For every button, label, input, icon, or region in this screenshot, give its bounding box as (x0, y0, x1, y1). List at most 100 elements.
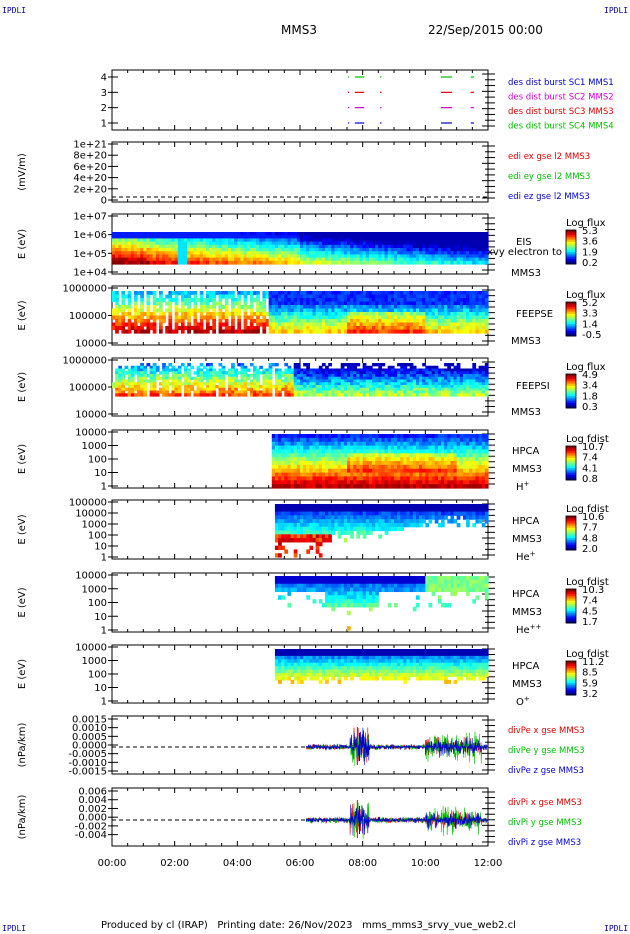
spectrogram-cell (212, 393, 216, 397)
spectrogram-cell (177, 315, 182, 320)
spectrogram-cell (165, 244, 169, 249)
spectrogram-cell (287, 365, 292, 370)
spectrogram-cell (303, 379, 307, 383)
spectrogram-cell (340, 326, 345, 331)
spectrogram-cell (368, 393, 373, 397)
spectrogram-cell (243, 254, 248, 259)
spectrogram-cell (419, 385, 423, 389)
spectrogram-cell (381, 305, 386, 310)
spectrogram-cell (315, 472, 320, 478)
spectrogram-cell (240, 385, 245, 389)
spectrogram-cell (140, 329, 144, 334)
spectrogram-cell (412, 254, 417, 259)
spectrogram-cell (146, 319, 151, 324)
spectrogram-cell (293, 371, 298, 375)
spectrogram-cell (325, 379, 329, 383)
spectrogram-cell (137, 312, 141, 317)
spectrogram-cell (162, 371, 166, 375)
spectrogram-cell (284, 382, 289, 386)
spectrogram-cell (362, 298, 367, 303)
spectrogram-cell (303, 238, 307, 243)
spectrogram-cell (184, 365, 188, 370)
spectrogram-cell (353, 251, 357, 255)
spectrogram-cell (472, 294, 477, 299)
spectrogram-cell (206, 371, 210, 375)
spectrogram-cell (209, 254, 213, 259)
spectrogram-cell (284, 241, 289, 246)
spectrogram-cell (447, 374, 451, 378)
spectrogram-cell (412, 294, 417, 299)
spectrogram-cell (303, 326, 307, 331)
spectrogram-cell (425, 390, 430, 394)
spectrogram-cell (165, 308, 169, 313)
spectrogram-cell (274, 374, 279, 378)
spectrogram-cell (253, 376, 257, 381)
spectrogram-cell (143, 257, 148, 262)
spectrogram-cell (246, 329, 251, 334)
spectrogram-cell (318, 368, 323, 372)
spectrogram-cell (137, 248, 141, 252)
spectrogram-cell (240, 291, 245, 296)
spectrogram-cell (265, 376, 270, 381)
spectrogram-cell (300, 232, 304, 236)
spectrogram-cell (428, 371, 433, 375)
spectrogram-cell (271, 319, 276, 324)
spectrogram-cell (340, 254, 345, 259)
spectrogram-cell (168, 319, 173, 324)
spectrogram-cell (234, 238, 238, 243)
spectrogram-cell (328, 457, 332, 462)
spectrogram-cell (303, 371, 307, 375)
spectrogram-cell (152, 235, 157, 239)
spectrogram-cell (456, 248, 461, 252)
spectrogram-cell (165, 260, 169, 265)
spectrogram-cell (343, 449, 348, 454)
spectrogram-cell (441, 385, 445, 389)
spectrogram-cell (152, 390, 157, 394)
spectrogram-cell (403, 363, 408, 367)
spectrogram-cell (434, 390, 439, 394)
spectrogram-cell (130, 248, 135, 252)
spectrogram-cell (378, 379, 383, 383)
spectrogram-cell (124, 382, 129, 386)
spectrogram-cell (384, 385, 389, 389)
y-tick-label: 100000 (69, 498, 107, 509)
spectrogram-cell (237, 294, 242, 299)
spectrogram-cell (334, 379, 339, 383)
spectrogram-cell (309, 374, 314, 378)
spectrogram-cell (265, 371, 270, 375)
spectrogram-cell (112, 235, 116, 239)
spectrogram-cell (325, 257, 329, 262)
spectrogram-cell (253, 390, 257, 394)
spectrogram-cell (422, 379, 426, 383)
spectrogram-cell (171, 387, 176, 392)
spectrogram-cell (143, 238, 148, 243)
corner-label-top-right: IPDLI (604, 6, 629, 15)
spectrogram-cell (422, 326, 426, 331)
spectrogram-cell (362, 254, 367, 259)
spectrogram-cell (340, 393, 345, 397)
spectrogram-cell (469, 379, 473, 383)
spectrogram-cell (309, 312, 314, 317)
spectrogram-cell (484, 244, 489, 249)
spectrogram-cell (425, 305, 430, 310)
spectrogram-cell (412, 238, 417, 243)
spectrogram-cell (353, 312, 357, 317)
spectrogram-cell (278, 385, 282, 389)
spectrogram-cell (400, 248, 404, 252)
spectrogram-cell (206, 315, 210, 320)
spectrogram-cell (177, 379, 182, 383)
spectrogram-cell (278, 390, 282, 394)
spectrogram-cell (118, 251, 122, 255)
spectrogram-cell (196, 238, 201, 243)
spectrogram-cell (221, 294, 226, 299)
spectrogram-cell (406, 254, 411, 259)
spectrogram-cell (300, 298, 304, 303)
spectrogram-cell (444, 235, 448, 239)
spectrogram-cell (425, 368, 430, 372)
spectrogram-cell (400, 260, 404, 265)
spectrogram-cell (328, 376, 332, 381)
spectrogram-cell (394, 305, 398, 310)
spectrogram-cell (168, 294, 173, 299)
spectrogram-cell (281, 457, 285, 462)
spectrogram-cell (287, 241, 292, 246)
